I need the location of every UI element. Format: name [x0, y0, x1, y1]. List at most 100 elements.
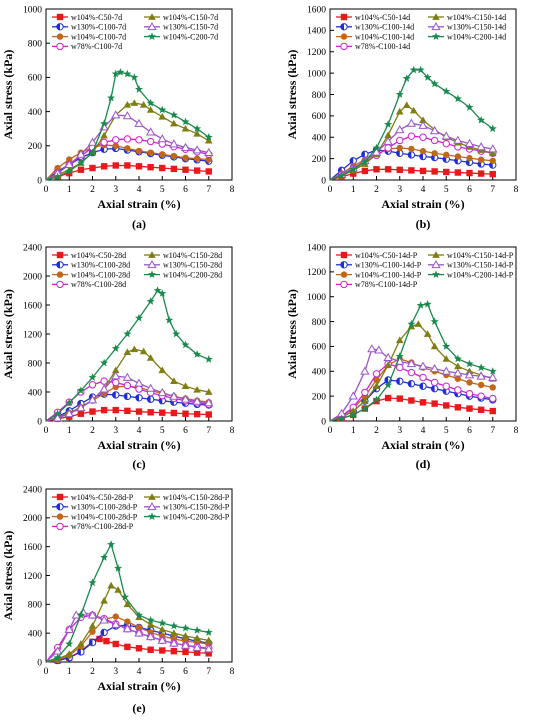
data-point	[442, 87, 451, 95]
data-point	[99, 615, 109, 624]
y-tick-label: 1600	[23, 543, 42, 553]
legend-label: w104%-C50-28d	[71, 251, 126, 260]
x-tick-label: 0	[328, 426, 333, 436]
data-point	[89, 164, 96, 172]
legend-item: w104%-C100-14d	[336, 32, 414, 41]
data-point	[454, 386, 462, 394]
data-point	[350, 170, 357, 177]
data-point	[465, 359, 474, 368]
y-tick-label: 1200	[307, 48, 326, 58]
data-point	[170, 629, 178, 637]
data-point	[406, 118, 417, 127]
series-line	[45, 542, 209, 663]
data-point	[107, 581, 115, 589]
data-point	[111, 69, 120, 78]
x-tick-label: 1	[67, 426, 72, 436]
data-point	[181, 340, 190, 349]
data-point	[100, 358, 109, 367]
legend-label: w104%-C150-7d	[163, 13, 218, 22]
y-tick-label: 600	[312, 112, 327, 122]
data-point	[477, 115, 486, 124]
data-point	[453, 135, 463, 144]
y-tick-label: 0	[37, 176, 42, 186]
data-point	[489, 384, 496, 391]
legend-marker	[148, 251, 156, 258]
series-w104%-C150-7d	[45, 99, 213, 181]
legend-marker	[148, 13, 156, 20]
data-point	[124, 407, 131, 415]
data-point	[170, 119, 178, 127]
data-point	[146, 297, 155, 305]
y-tick-label: 1200	[23, 572, 42, 582]
data-point	[466, 379, 473, 386]
series-line	[45, 102, 210, 181]
x-tick-label: 1	[351, 426, 356, 436]
legend-label: w130%-C100-7d	[71, 23, 126, 32]
data-point	[384, 394, 392, 402]
data-point	[360, 404, 369, 412]
data-point	[408, 167, 415, 174]
data-point	[153, 286, 162, 294]
data-point	[182, 154, 189, 161]
x-tick-label: 5	[160, 667, 165, 677]
legend: w104%-C50-28d-Pw130%-C100-28d-Pw104%-C10…	[52, 493, 230, 531]
data-point	[349, 407, 358, 414]
x-tick-label: 3	[397, 185, 402, 195]
data-point	[443, 168, 450, 176]
legend-marker	[56, 33, 64, 40]
legend-marker	[340, 42, 348, 51]
data-point	[145, 631, 156, 641]
data-point	[165, 316, 174, 324]
data-point	[371, 147, 382, 156]
data-point	[489, 407, 496, 415]
y-tick-label: 400	[28, 629, 43, 639]
data-point	[489, 394, 497, 403]
data-point	[477, 406, 485, 414]
data-point	[453, 94, 462, 103]
data-point	[430, 342, 439, 350]
data-point	[158, 366, 167, 374]
data-point	[409, 106, 418, 114]
x-tick-label: 1	[351, 185, 356, 195]
data-point	[419, 399, 427, 406]
data-point	[205, 650, 212, 657]
data-point	[135, 136, 143, 144]
data-point	[423, 73, 432, 81]
x-tick-label: 0	[328, 185, 333, 195]
legend: w104%-C50-7dw130%-C100-7dw104%-C100-7dw7…	[52, 13, 218, 51]
legend-item: w130%-C150-28d	[144, 259, 222, 270]
data-point	[170, 409, 178, 417]
legend-item: w104%-C100-14d-P	[336, 270, 422, 279]
series-w130%-C150-28d	[45, 371, 214, 422]
data-point	[409, 65, 418, 74]
data-point	[395, 336, 404, 344]
data-point	[53, 409, 62, 418]
data-point	[396, 395, 403, 402]
x-tick-label: 4	[137, 185, 142, 195]
data-point	[361, 388, 369, 397]
data-point	[416, 65, 425, 74]
series-line	[329, 323, 493, 422]
y-tick-label: 200	[312, 155, 327, 165]
x-tick-label: 1	[67, 185, 72, 195]
data-point	[116, 68, 125, 76]
data-point	[193, 649, 201, 656]
data-point	[488, 124, 497, 133]
data-point	[88, 148, 97, 157]
legend-item: w104%-C100-28d-P	[52, 512, 138, 521]
data-point	[77, 410, 85, 417]
data-point	[170, 165, 178, 173]
data-point	[193, 130, 201, 137]
data-point	[477, 381, 485, 389]
x-tick-label: 7	[490, 185, 495, 195]
legend-marker	[340, 33, 348, 40]
legend-label: w130%-C100-28d	[71, 261, 130, 270]
data-point	[77, 640, 85, 647]
legend-label: w104%-C100-14d-P	[355, 270, 422, 279]
data-point	[182, 166, 189, 173]
data-point	[123, 381, 132, 390]
y-tick-label: 600	[312, 343, 327, 353]
data-point	[193, 350, 202, 358]
data-point	[408, 145, 415, 153]
